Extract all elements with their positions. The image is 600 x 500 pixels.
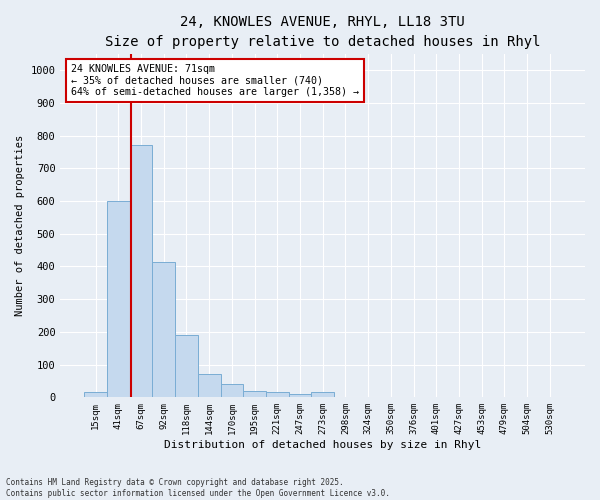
X-axis label: Distribution of detached houses by size in Rhyl: Distribution of detached houses by size … [164,440,481,450]
Bar [198,374,221,398]
Bar [221,384,243,398]
Bar [152,262,175,398]
Text: Contains HM Land Registry data © Crown copyright and database right 2025.
Contai: Contains HM Land Registry data © Crown c… [6,478,390,498]
Title: 24, KNOWLES AVENUE, RHYL, LL18 3TU
Size of property relative to detached houses : 24, KNOWLES AVENUE, RHYL, LL18 3TU Size … [105,15,541,48]
Text: 24 KNOWLES AVENUE: 71sqm
← 35% of detached houses are smaller (740)
64% of semi-: 24 KNOWLES AVENUE: 71sqm ← 35% of detach… [71,64,359,98]
Bar [84,392,107,398]
Bar [266,392,289,398]
Bar [107,201,130,398]
Bar [243,391,266,398]
Bar [311,392,334,398]
Y-axis label: Number of detached properties: Number of detached properties [15,135,25,316]
Bar [175,335,198,398]
Bar [130,146,152,398]
Bar [289,394,311,398]
